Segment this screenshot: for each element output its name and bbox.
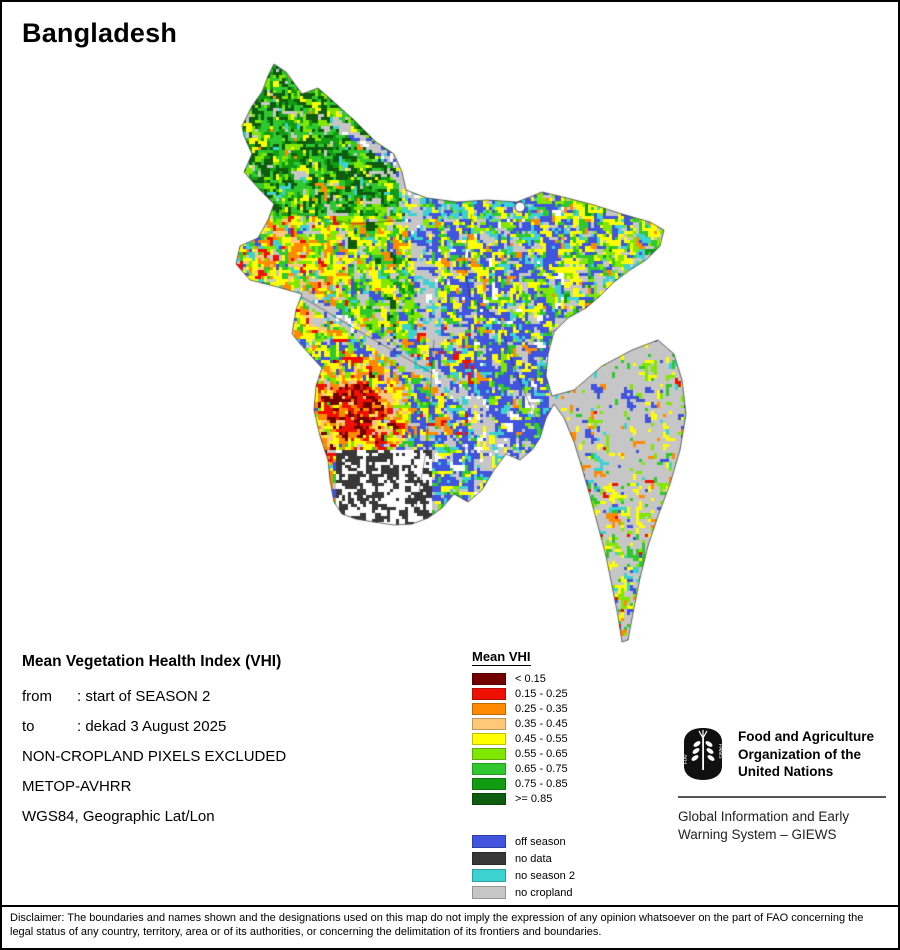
legend-swatch: [472, 688, 506, 700]
fao-logo-motto-right: PANIS: [717, 744, 723, 759]
info-row-to: to : dekad 3 August 2025: [22, 712, 452, 742]
footer: Disclaimer: The boundaries and names sho…: [2, 905, 898, 939]
legend-swatch: [472, 778, 506, 790]
giews-name-line: Global Information and Early: [678, 809, 850, 824]
page-title: Bangladesh: [22, 18, 178, 48]
legend-swatch: [472, 886, 506, 899]
legend-item: no data: [472, 852, 575, 865]
legend-swatch: [472, 733, 506, 745]
fao-logo-icon: FIAT PANIS: [683, 728, 723, 780]
info-row-from: from : start of SEASON 2: [22, 682, 452, 712]
fao-logo-motto-left: FIAT: [683, 754, 689, 764]
legend: Mean VHI < 0.15 0.15 - 0.25 0.25 - 0.35 0.3…: [472, 648, 575, 903]
legend-swatch: [472, 763, 506, 775]
legend-label: 0.15 - 0.25: [515, 688, 568, 700]
legend-label: no cropland: [515, 886, 573, 899]
map-info-block: Mean Vegetation Health Index (VHI) from …: [22, 652, 452, 832]
info-line-sensor: METOP-AVHRR: [22, 778, 132, 795]
legend-swatch: [472, 748, 506, 760]
legend-class-list: < 0.15 0.15 - 0.25 0.25 - 0.35 0.35 - 0.45 0…: [472, 673, 575, 805]
org-name-line: Organization of the: [738, 746, 861, 762]
legend-swatch: [472, 718, 506, 730]
legend-swatch: [472, 793, 506, 805]
legend-swatch: [472, 835, 506, 848]
legend-extra-list: off season no data no season 2 no cropland: [472, 835, 575, 899]
legend-item: 0.25 - 0.35: [472, 703, 575, 715]
legend-label: 0.75 - 0.85: [515, 778, 568, 790]
info-to-label: to: [22, 718, 35, 735]
info-to-value: : dekad 3 August 2025: [77, 718, 227, 735]
legend-label: no data: [515, 852, 552, 865]
legend-item: 0.75 - 0.85: [472, 778, 575, 790]
disclaimer-text: Disclaimer: The boundaries and names sho…: [10, 912, 864, 938]
legend-item: no cropland: [472, 886, 575, 899]
legend-item: 0.55 - 0.65: [472, 748, 575, 760]
info-heading: Mean Vegetation Health Index (VHI): [22, 653, 282, 670]
legend-swatch: [472, 869, 506, 882]
giews-name: Global Information and Early Warning Sys…: [678, 808, 886, 843]
legend-item: no season 2: [472, 869, 575, 882]
info-line-projection: WGS84, Geographic Lat/Lon: [22, 808, 215, 825]
legend-label: 0.35 - 0.45: [515, 718, 568, 730]
legend-swatch: [472, 673, 506, 685]
legend-swatch: [472, 703, 506, 715]
legend-item: >= 0.85: [472, 793, 575, 805]
fao-branding-top: FIAT PANIS Food and Agriculture Organiza…: [678, 726, 886, 782]
branding-divider: [678, 796, 886, 798]
legend-item: off season: [472, 835, 575, 848]
legend-label: no season 2: [515, 869, 575, 882]
info-from-label: from: [22, 688, 52, 705]
legend-item: 0.35 - 0.45: [472, 718, 575, 730]
legend-label: < 0.15: [515, 673, 546, 685]
org-name: Food and Agriculture Organization of the…: [738, 726, 874, 781]
info-line-noncropland: NON-CROPLAND PIXELS EXCLUDED: [22, 748, 287, 765]
legend-label: 0.25 - 0.35: [515, 703, 568, 715]
giews-name-line: Warning System – GIEWS: [678, 826, 837, 842]
legend-item: 0.15 - 0.25: [472, 688, 575, 700]
org-name-line: United Nations: [738, 764, 834, 779]
legend-swatch: [472, 852, 506, 865]
info-from-value: : start of SEASON 2: [77, 688, 211, 705]
legend-item: 0.45 - 0.55: [472, 733, 575, 745]
legend-title: Mean VHI: [472, 649, 531, 666]
legend-label: >= 0.85: [515, 793, 553, 805]
legend-label: 0.55 - 0.65: [515, 748, 568, 760]
legend-label: off season: [515, 835, 566, 848]
legend-label: 0.45 - 0.55: [515, 733, 568, 745]
org-name-line: Food and Agriculture: [738, 729, 874, 744]
fao-branding: FIAT PANIS Food and Agriculture Organiza…: [678, 726, 886, 843]
legend-item: < 0.15: [472, 673, 575, 685]
bangladesh-vhi-map: [222, 60, 694, 652]
legend-label: 0.65 - 0.75: [515, 763, 568, 775]
legend-item: 0.65 - 0.75: [472, 763, 575, 775]
